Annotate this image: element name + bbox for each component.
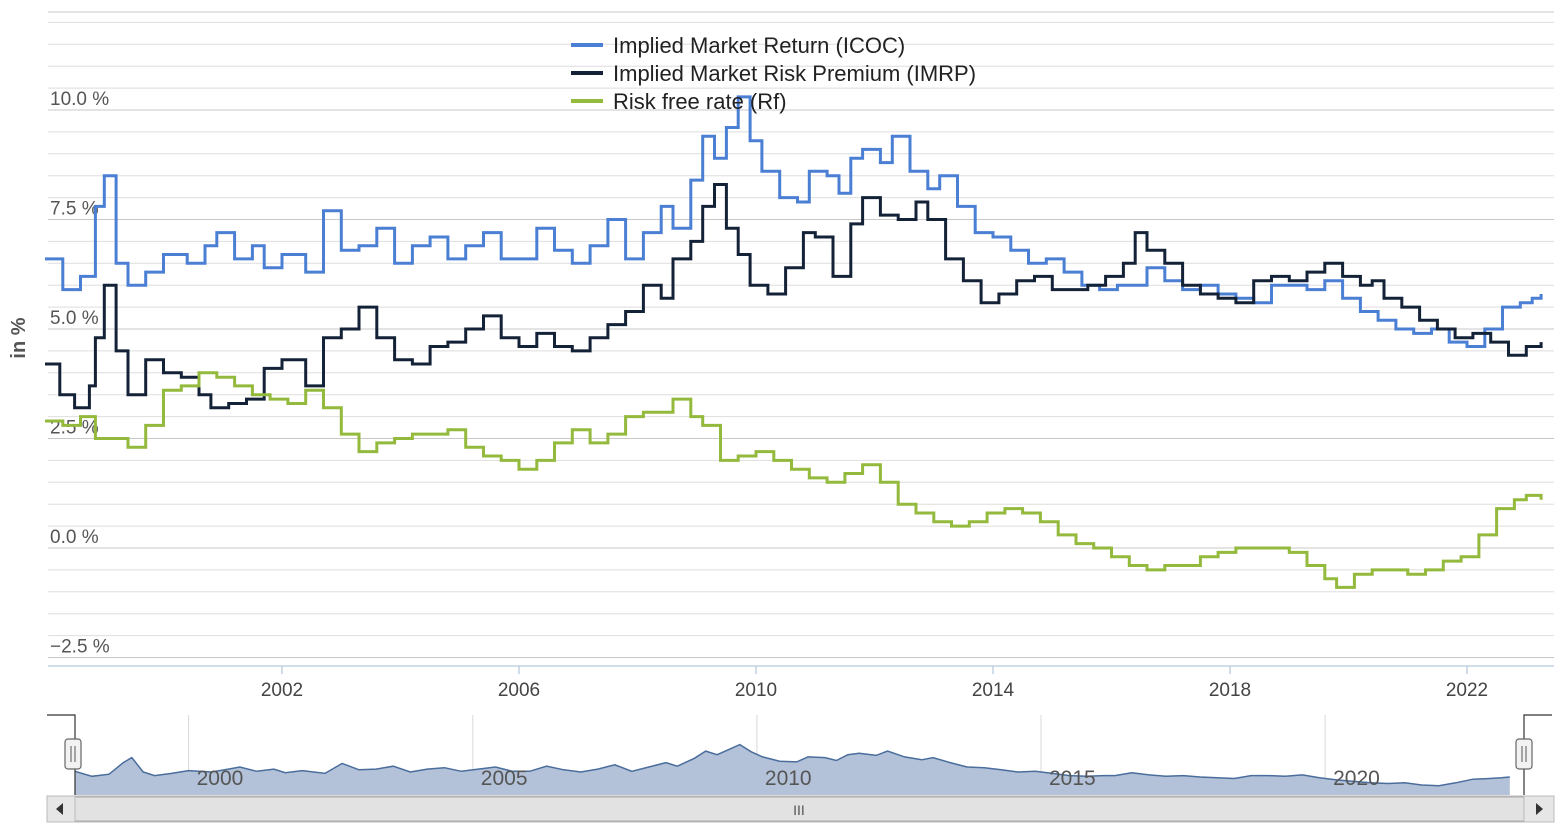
y-tick-label: 10.0 %: [50, 89, 109, 110]
navigator[interactable]: 2000 2005 2010 2015 2020 III: [46, 714, 1555, 823]
scroll-left-button[interactable]: [46, 795, 76, 823]
navigator-tick-label: 2020: [1333, 767, 1380, 790]
navigator-tick-label: 2000: [197, 767, 244, 790]
navigator-line: [74, 743, 1510, 787]
x-axis: 2002 2006 2010 2014 2018 2022: [261, 666, 1488, 701]
caret-left-icon: [56, 803, 63, 815]
scroll-right-button[interactable]: [1523, 795, 1555, 823]
x-tick-label: 2014: [972, 680, 1015, 701]
scrollbar-grip: III: [793, 802, 805, 818]
y-tick-label: −2.5 %: [50, 637, 110, 658]
series-line-icoc[interactable]: [45, 95, 1543, 348]
x-tick-label: 2002: [261, 680, 303, 701]
legend-item-icoc[interactable]: Implied Market Return (ICOC): [571, 33, 905, 58]
legend-label: Implied Market Risk Premium (IMRP): [613, 61, 976, 86]
x-tick-label: 2010: [735, 680, 777, 701]
series-line-imrp[interactable]: [45, 183, 1543, 410]
y-tick-label: 5.0 %: [50, 308, 99, 329]
y-tick-label: 7.5 %: [50, 199, 99, 220]
x-tick-label: 2018: [1209, 680, 1251, 701]
navigator-right-handle[interactable]: [1515, 738, 1533, 770]
y-axis-title: in %: [8, 317, 30, 358]
x-tick-label: 2022: [1446, 680, 1488, 701]
legend-item-imrp[interactable]: Implied Market Risk Premium (IMRP): [571, 61, 976, 86]
y-tick-label: 0.0 %: [50, 527, 99, 548]
y-axis: −2.5 %0.0 %2.5 %5.0 %7.5 %10.0 %: [50, 89, 110, 658]
legend-label: Risk free rate (Rf): [613, 89, 787, 114]
scrollbar[interactable]: III: [46, 795, 1555, 823]
legend-label: Implied Market Return (ICOC): [613, 33, 905, 58]
scrollbar-thumb[interactable]: [74, 796, 1525, 822]
x-tick-label: 2006: [498, 680, 540, 701]
navigator-tick-label: 2015: [1049, 767, 1096, 790]
navigator-tick-label: 2005: [481, 767, 528, 790]
legend[interactable]: Implied Market Return (ICOC) Implied Mark…: [571, 33, 976, 114]
grid: [48, 11, 1554, 667]
navigator-left-handle[interactable]: [64, 738, 82, 770]
caret-right-icon: [1536, 803, 1543, 815]
navigator-tick-label: 2010: [765, 767, 812, 790]
legend-item-rf[interactable]: Risk free rate (Rf): [571, 89, 787, 114]
plot-area[interactable]: [45, 95, 1543, 589]
navigator-area: [75, 744, 1510, 795]
series-line-rf[interactable]: [45, 371, 1543, 589]
